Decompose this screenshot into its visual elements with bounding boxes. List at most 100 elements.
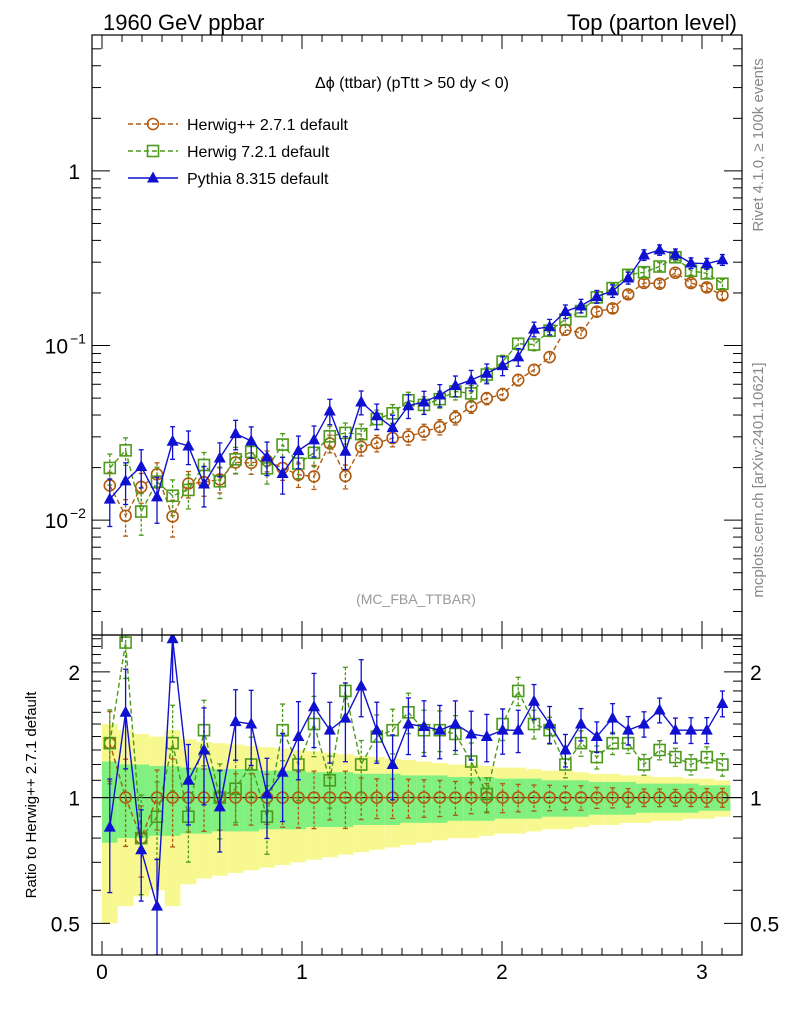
data-point-ratio-herwigpp xyxy=(621,791,635,804)
data-point-ratio-herwigpp xyxy=(684,791,698,804)
data-point-ratio-herwigpp xyxy=(307,791,321,804)
data-point-pythia8 xyxy=(716,253,729,265)
data-point-ratio-pythia8 xyxy=(543,717,556,729)
data-point-herwig7 xyxy=(119,444,132,457)
header-left: 1960 GeV ppbar xyxy=(103,10,264,35)
data-point-ratio-pythia8 xyxy=(261,787,273,799)
data-point-herwigpp xyxy=(417,425,431,439)
data-point-herwig7 xyxy=(637,265,651,279)
ratio-tick-label-right: 2 xyxy=(750,662,762,685)
y-tick-label-exponent: −1 xyxy=(70,331,86,347)
ratio-tick-label-right: 1 xyxy=(750,788,762,811)
data-point-ratio-pythia8 xyxy=(638,717,650,729)
data-point-herwigpp xyxy=(307,470,321,483)
data-point-herwigpp xyxy=(480,392,494,405)
data-point-pythia8 xyxy=(213,451,226,463)
data-point-ratio-pythia8 xyxy=(339,711,352,723)
data-point-herwigpp xyxy=(653,277,666,291)
legend-label-herwigpp: Herwig++ 2.7.1 default xyxy=(187,117,349,134)
y-tick-label: 10 xyxy=(45,510,68,533)
data-point-ratio-herwigpp xyxy=(527,791,541,804)
data-point-ratio-pythia8 xyxy=(182,773,195,785)
side-label-rivet: Rivet 4.1.0, ≥ 100k events xyxy=(750,58,767,231)
band-inner xyxy=(651,783,668,813)
data-point-pythia8 xyxy=(512,350,525,362)
data-point-ratio-herwigpp xyxy=(559,791,572,804)
data-point-ratio-pythia8 xyxy=(559,743,572,755)
data-point-ratio-herwigpp xyxy=(653,791,666,804)
data-point-ratio-herwigpp xyxy=(449,791,462,804)
data-point-ratio-pythia8 xyxy=(245,717,258,729)
main-plot xyxy=(103,243,729,538)
data-point-pythia8 xyxy=(669,247,682,259)
band-inner xyxy=(526,778,542,819)
data-point-ratio-pythia8 xyxy=(590,730,603,742)
data-point-pythia8 xyxy=(308,433,320,445)
data-point-herwigpp xyxy=(433,420,447,434)
data-point-herwigpp xyxy=(527,363,541,377)
data-point-ratio-pythia8 xyxy=(480,730,493,742)
band-inner xyxy=(683,783,699,813)
ratio-y-axis-label: Ratio to Herwig++ 2.7.1 default xyxy=(23,691,40,899)
data-point-ratio-herwigpp xyxy=(574,791,588,804)
band-inner xyxy=(541,780,558,817)
series-line-herwigpp xyxy=(109,271,723,519)
data-point-herwigpp xyxy=(496,387,509,401)
data-point-pythia8 xyxy=(103,492,116,504)
data-point-ratio-pythia8 xyxy=(716,696,729,708)
data-point-pythia8 xyxy=(292,444,305,456)
data-point-ratio-herwigpp xyxy=(166,791,179,804)
data-point-ratio-herwigpp xyxy=(700,791,714,804)
band-inner xyxy=(306,772,322,828)
data-point-ratio-pythia8 xyxy=(418,719,430,731)
data-point-pythia8 xyxy=(590,290,603,302)
data-point-herwig7 xyxy=(653,260,666,273)
data-point-ratio-herwigpp xyxy=(119,791,132,804)
data-point-ratio-herwigpp xyxy=(339,791,352,804)
data-point-pythia8 xyxy=(370,409,383,421)
data-point-ratio-pythia8 xyxy=(151,899,163,911)
legend-marker-herwigpp xyxy=(146,117,160,131)
data-point-pythia8 xyxy=(559,304,572,316)
y-tick-label: 1 xyxy=(68,161,80,184)
data-point-ratio-herwig7 xyxy=(700,750,714,764)
data-point-pythia8 xyxy=(386,421,399,433)
data-point-pythia8 xyxy=(119,474,132,486)
data-point-ratio-pythia8 xyxy=(685,723,697,735)
legend-marker-pythia8 xyxy=(147,171,159,183)
data-point-herwig7 xyxy=(527,338,541,351)
data-point-pythia8 xyxy=(198,477,210,489)
ratio-tick-label-left: 2 xyxy=(68,662,80,685)
data-point-herwigpp xyxy=(669,266,682,280)
data-point-ratio-herwig7 xyxy=(103,736,117,750)
band-inner xyxy=(667,783,684,813)
watermark: (MC_FBA_TTBAR) xyxy=(356,591,476,607)
data-point-ratio-herwigpp xyxy=(669,791,682,804)
data-point-ratio-herwig7 xyxy=(637,758,651,771)
data-point-herwig7 xyxy=(276,438,289,451)
ratio-plot xyxy=(103,635,729,955)
data-point-pythia8 xyxy=(606,284,619,296)
data-point-ratio-herwigpp xyxy=(637,791,651,804)
data-point-herwigpp xyxy=(684,276,698,290)
data-point-herwig7 xyxy=(166,489,179,503)
data-point-ratio-pythia8 xyxy=(433,723,446,735)
y-tick-label: 10 xyxy=(45,336,68,359)
band-inner xyxy=(510,778,527,819)
data-point-ratio-herwigpp xyxy=(511,791,525,804)
data-point-pythia8 xyxy=(653,243,666,255)
series-line-pythia8 xyxy=(109,249,723,500)
series-line-herwig7 xyxy=(109,256,723,514)
side-label-mcplots: mcplots.cern.ch [arXiv:2401.10621] xyxy=(750,362,767,597)
data-point-herwigpp xyxy=(700,281,714,294)
data-point-herwig7 xyxy=(182,483,195,497)
data-point-ratio-herwig7 xyxy=(354,758,368,771)
data-point-herwigpp xyxy=(339,469,352,483)
data-point-herwig7 xyxy=(103,461,117,475)
data-point-ratio-herwig7 xyxy=(323,773,337,787)
data-point-ratio-pythia8 xyxy=(229,715,242,727)
x-tick-label: 0 xyxy=(96,961,108,984)
data-point-ratio-pythia8 xyxy=(308,700,320,712)
data-point-ratio-pythia8 xyxy=(512,723,525,735)
